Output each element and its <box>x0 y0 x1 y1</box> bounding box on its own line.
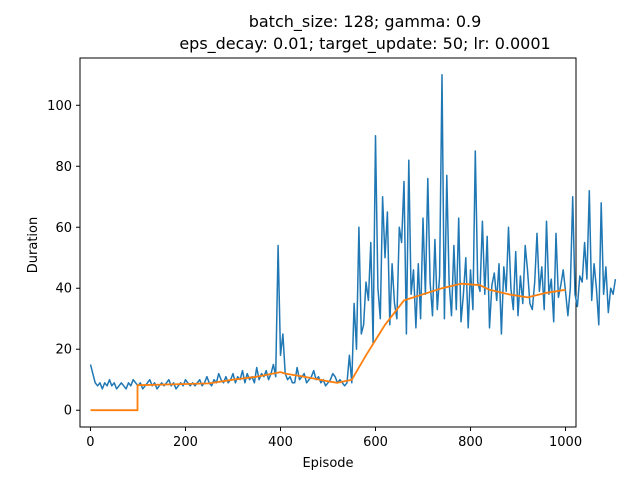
plot-frame <box>79 57 577 428</box>
x-tick-label: 800 <box>458 435 483 450</box>
y-tick-label: 40 <box>55 282 72 297</box>
x-axis-label: Episode <box>302 456 353 471</box>
x-tick-label: 0 <box>86 435 94 450</box>
x-tick-label: 1000 <box>549 435 582 450</box>
chart-subtitle: eps_decay: 0.01; target_update: 50; lr: … <box>179 34 550 54</box>
y-tick-label: 80 <box>55 160 72 175</box>
y-tick-label: 20 <box>55 343 72 358</box>
chart-title: batch_size: 128; gamma: 0.9 <box>249 12 482 32</box>
y-tick-label: 0 <box>64 404 72 419</box>
y-axis-label: Duration <box>26 217 41 273</box>
y-tick-label: 60 <box>55 221 72 236</box>
x-tick-label: 600 <box>363 435 388 450</box>
series-line-average <box>90 282 566 412</box>
x-tick-label: 200 <box>173 435 198 450</box>
series-line-duration <box>89 74 617 390</box>
x-tick-label: 400 <box>268 435 293 450</box>
y-tick-label: 100 <box>47 99 72 114</box>
